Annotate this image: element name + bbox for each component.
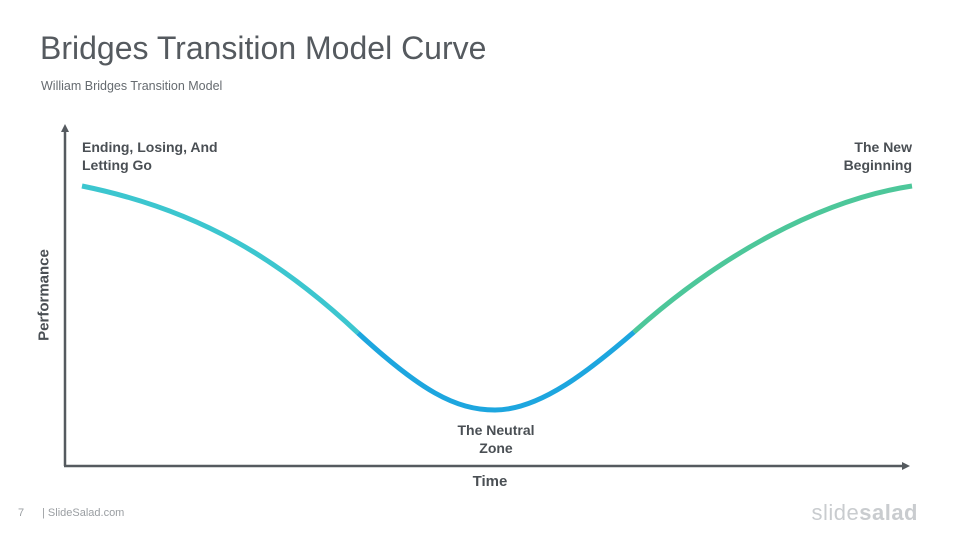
x-axis-label: Time: [472, 473, 508, 490]
footer-brand-text: | SlideSalad.com: [42, 507, 125, 519]
stage-label-ending-line1: Ending, Losing, And: [82, 139, 218, 155]
stage-label-ending-line2: Letting Go: [82, 157, 152, 173]
logo-text-part2: salad: [859, 500, 918, 525]
stage-label-neutral-line1: The Neutral: [457, 422, 535, 438]
slide-title: Bridges Transition Model Curve: [40, 30, 487, 66]
curve-segment-new-beginning: [632, 183, 913, 334]
stage-label-neutral-line2: Zone: [479, 440, 513, 456]
y-axis-label: Performance: [35, 249, 53, 341]
curve-segment-ending: [81, 183, 360, 335]
stage-label-neutral-zone: The Neutral Zone: [436, 421, 556, 457]
slidesalad-logo: slidesalad: [811, 500, 918, 526]
logo-text-part1: slide: [811, 500, 860, 525]
page-number: 7: [18, 507, 25, 519]
slide-subtitle: William Bridges Transition Model: [41, 79, 223, 93]
stage-label-ending: Ending, Losing, And Letting Go: [82, 138, 218, 174]
stage-label-new-beginning: The New Beginning: [844, 138, 912, 174]
stage-label-new-beginning-line2: Beginning: [843, 157, 912, 173]
curve-segment-neutral: [356, 330, 636, 413]
stage-label-new-beginning-line1: The New: [854, 139, 912, 155]
